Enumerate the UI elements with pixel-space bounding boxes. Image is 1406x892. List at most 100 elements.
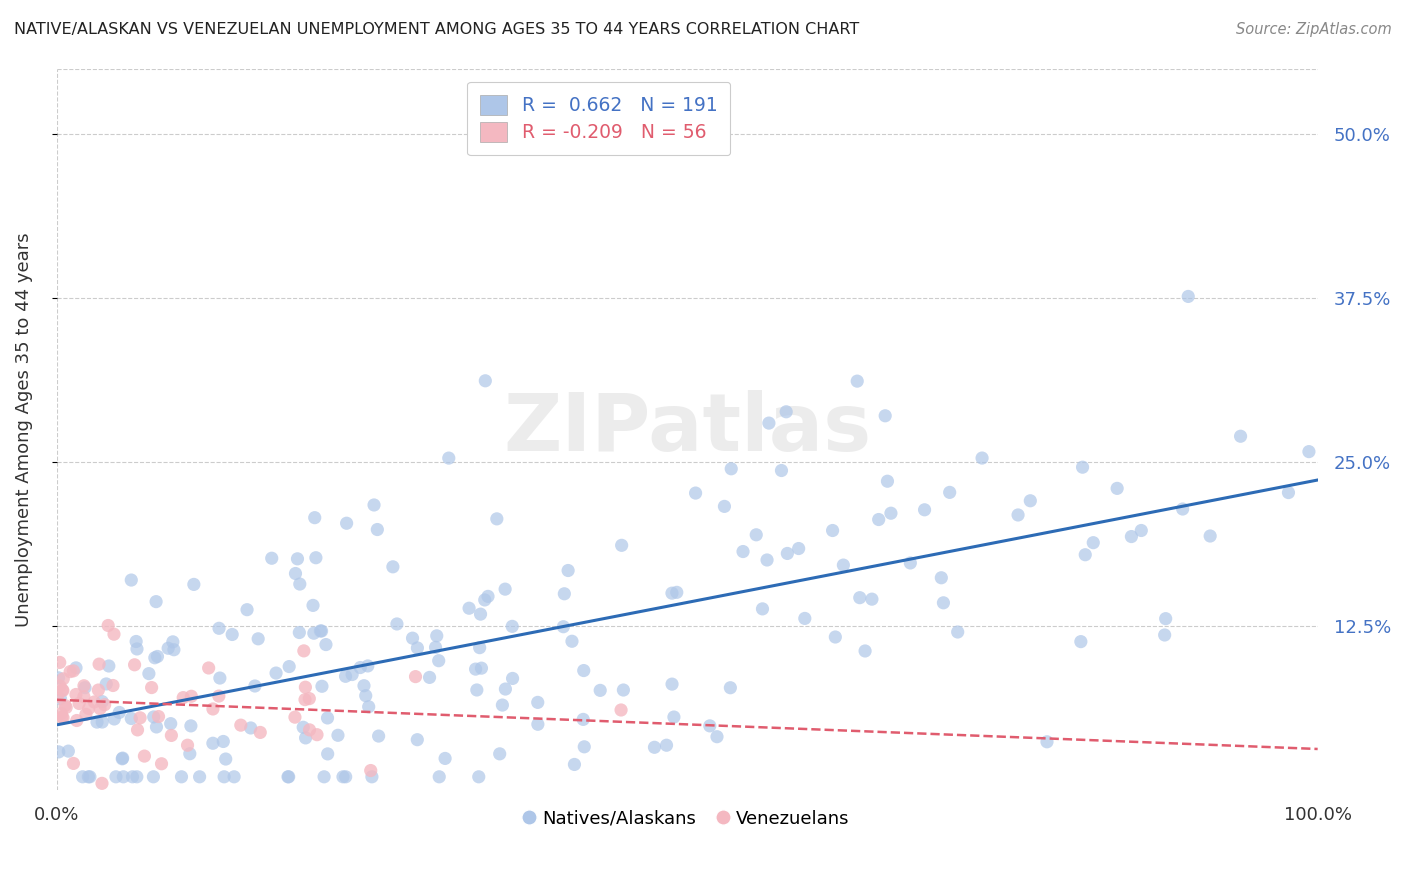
Point	[853, 644, 876, 658]
Point	[468, 770, 491, 784]
Point	[366, 523, 388, 537]
Point	[1171, 502, 1194, 516]
Point	[91, 695, 114, 709]
Point	[49, 679, 72, 693]
Point	[83, 695, 105, 709]
Point	[314, 770, 336, 784]
Point	[125, 770, 148, 784]
Point	[311, 679, 333, 693]
Point	[103, 712, 125, 726]
Point	[574, 739, 596, 754]
Point	[66, 714, 89, 728]
Point	[180, 719, 202, 733]
Point	[1083, 535, 1105, 549]
Point	[1277, 485, 1299, 500]
Point	[336, 516, 359, 531]
Point	[326, 728, 349, 742]
Point	[970, 451, 993, 466]
Point	[172, 690, 194, 705]
Point	[302, 626, 325, 640]
Point	[464, 662, 486, 676]
Point	[572, 664, 595, 678]
Point	[434, 751, 457, 765]
Point	[385, 617, 408, 632]
Point	[89, 701, 111, 715]
Point	[48, 656, 70, 670]
Point	[163, 642, 186, 657]
Point	[112, 770, 135, 784]
Point	[931, 571, 953, 585]
Point	[357, 659, 380, 673]
Point	[502, 672, 524, 686]
Point	[229, 718, 252, 732]
Point	[1298, 444, 1320, 458]
Point	[875, 409, 897, 423]
Point	[129, 711, 152, 725]
Point	[142, 710, 165, 724]
Point	[553, 587, 575, 601]
Point	[316, 711, 339, 725]
Point	[179, 747, 201, 761]
Point	[127, 723, 149, 737]
Point	[87, 683, 110, 698]
Point	[612, 683, 634, 698]
Point	[458, 601, 481, 615]
Point	[353, 679, 375, 693]
Point	[124, 657, 146, 672]
Point	[52, 711, 75, 725]
Point	[662, 710, 685, 724]
Point	[67, 697, 90, 711]
Point	[305, 728, 328, 742]
Point	[527, 717, 550, 731]
Point	[848, 591, 870, 605]
Point	[876, 474, 898, 488]
Point	[170, 770, 193, 784]
Point	[706, 730, 728, 744]
Point	[1153, 628, 1175, 642]
Point	[661, 586, 683, 600]
Point	[302, 599, 325, 613]
Point	[1121, 530, 1143, 544]
Point	[79, 770, 101, 784]
Point	[62, 756, 84, 771]
Point	[526, 695, 548, 709]
Point	[661, 677, 683, 691]
Point	[1177, 289, 1199, 303]
Point	[1154, 612, 1177, 626]
Point	[491, 698, 513, 712]
Point	[465, 683, 488, 698]
Point	[470, 661, 492, 675]
Point	[108, 706, 131, 720]
Point	[239, 721, 262, 735]
Point	[292, 720, 315, 734]
Point	[776, 546, 799, 560]
Point	[294, 680, 316, 694]
Point	[111, 752, 134, 766]
Point	[59, 665, 82, 679]
Point	[340, 667, 363, 681]
Point	[97, 659, 120, 673]
Point	[125, 642, 148, 657]
Point	[298, 723, 321, 737]
Point	[718, 681, 741, 695]
Point	[485, 512, 508, 526]
Point	[284, 566, 307, 581]
Point	[316, 747, 339, 761]
Point	[101, 678, 124, 692]
Point	[349, 660, 371, 674]
Point	[46, 690, 69, 704]
Point	[821, 524, 844, 538]
Point	[860, 592, 883, 607]
Point	[685, 486, 707, 500]
Point	[91, 776, 114, 790]
Point	[197, 661, 219, 675]
Point	[477, 590, 499, 604]
Point	[120, 711, 142, 725]
Point	[406, 732, 429, 747]
Point	[470, 607, 492, 622]
Point	[224, 770, 246, 784]
Point	[287, 551, 309, 566]
Point	[401, 631, 423, 645]
Point	[247, 632, 270, 646]
Point	[188, 770, 211, 784]
